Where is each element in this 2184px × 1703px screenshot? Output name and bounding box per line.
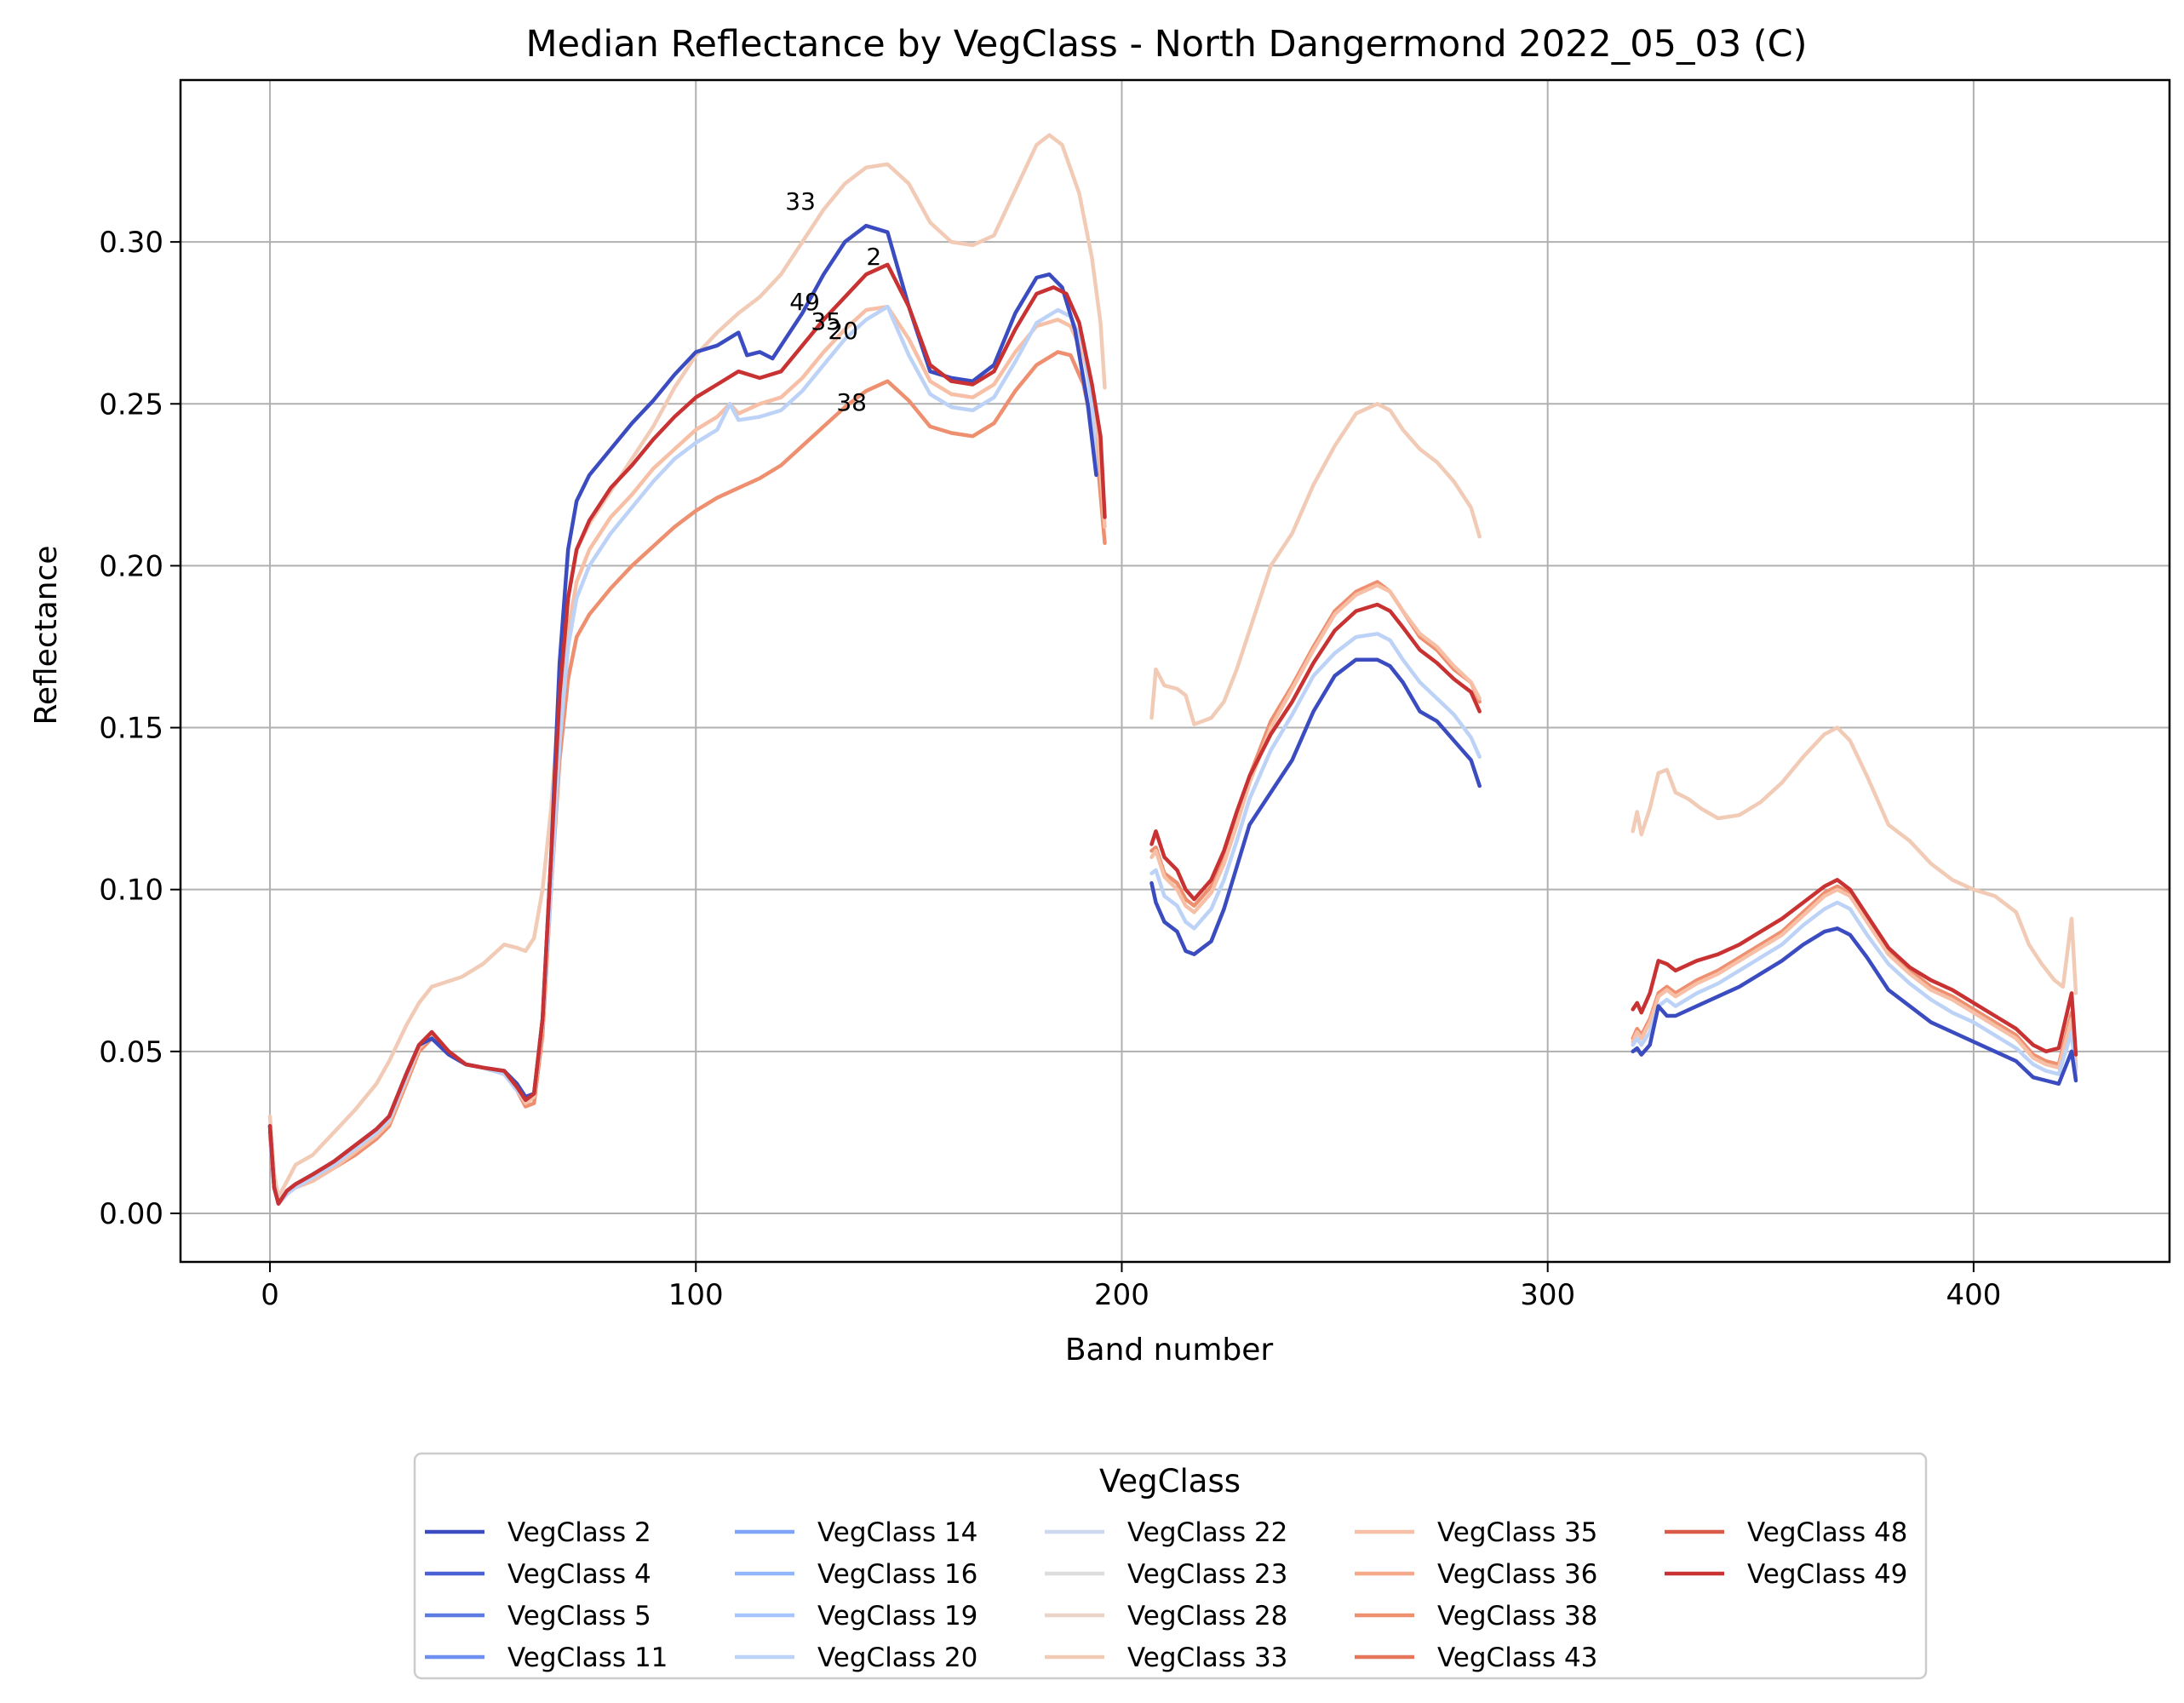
vegclass-2-line [1631, 926, 2078, 1087]
y-tick-label: 0.25 [99, 387, 163, 421]
chart-title: Median Reflectance by VegClass - North D… [526, 23, 1808, 66]
legend-entry-label: VegClass 19 [817, 1601, 977, 1631]
y-tick-label: 0.20 [99, 549, 163, 583]
legend-entry-label: VegClass 38 [1437, 1601, 1597, 1631]
vegclass-35-line [1631, 887, 2078, 1073]
legend-entry-label: VegClass 36 [1437, 1559, 1597, 1590]
vegclass-38-line [1631, 884, 2078, 1070]
x-tick-label: 0 [261, 1278, 279, 1312]
legend-box [413, 1452, 1928, 1680]
legend-entry-label: VegClass 23 [1127, 1559, 1287, 1590]
line-annotation: 49 [789, 288, 820, 316]
legend-entry-label: VegClass 28 [1127, 1601, 1287, 1631]
grid [181, 80, 2170, 1262]
x-tick-label: 300 [1520, 1278, 1575, 1312]
legend-entry-label: VegClass 16 [817, 1559, 977, 1590]
line-annotation: 35 [811, 307, 841, 335]
legend-entry-label: VegClass 43 [1437, 1643, 1597, 1673]
legend-entry-label: VegClass 22 [1127, 1517, 1287, 1548]
vegclass-38-line [1149, 580, 1482, 908]
vegclass-38-line [267, 350, 1107, 1206]
plot-frame [179, 78, 2171, 1264]
vegclass-2-line [1149, 657, 1482, 956]
vegclass-49-line [267, 262, 1107, 1206]
y-tick-label: 0.00 [99, 1197, 163, 1231]
legend-entry-label: VegClass 48 [1747, 1517, 1907, 1548]
x-tick-label: 100 [668, 1278, 724, 1312]
x-axis-label: Band number [1065, 1333, 1274, 1368]
legend-entries: VegClass 2 VegClass 4 VegClass 5 VegClass 1… [425, 1517, 1907, 1673]
y-axis-label: Reflectance [29, 545, 64, 725]
legend-entry-label: VegClass 14 [817, 1517, 977, 1548]
legend-entry-label: VegClass 2 [507, 1517, 651, 1548]
line-annotation: 20 [828, 317, 858, 345]
legend-title: VegClass [1099, 1463, 1241, 1499]
vegclass-33-line [1149, 402, 1482, 726]
x-tick-label: 400 [1946, 1278, 2001, 1312]
y-tick-label: 0.05 [99, 1035, 163, 1069]
vegclass-20-line [1149, 632, 1482, 931]
legend-entry-label: VegClass 20 [817, 1643, 977, 1673]
legend-entry-label: VegClass 5 [507, 1601, 651, 1631]
vegclass-35-line [1149, 582, 1482, 915]
vegclass-20-line [267, 304, 1098, 1206]
line-annotation: 2 [866, 243, 881, 271]
axis-ticks: 0 100 200 300 400 0.00 0.05 0.10 0.15 0.20 0.25 0.3… [99, 226, 2001, 1312]
y-tick-label: 0.30 [99, 226, 163, 260]
legend-entry-label: VegClass 49 [1747, 1559, 1907, 1590]
y-tick-label: 0.10 [99, 874, 163, 908]
vegclass-49-line [1149, 602, 1482, 902]
line-annotation: 33 [785, 187, 816, 215]
x-tick-label: 200 [1094, 1278, 1149, 1312]
vegclass-33-line [1631, 725, 2078, 995]
vegclass-33-line [267, 133, 1107, 1200]
vegclass-20-line [1631, 900, 2078, 1080]
vegclass-49-line [1631, 878, 2078, 1057]
legend-entry-label: VegClass 11 [507, 1643, 668, 1673]
line-annotation: 38 [836, 388, 867, 416]
series-lines [267, 133, 2078, 1206]
legend-entry-label: VegClass 35 [1437, 1517, 1597, 1548]
y-tick-label: 0.15 [99, 712, 163, 746]
legend-entry-label: VegClass 4 [507, 1559, 651, 1590]
vegclass-35-line [267, 304, 1107, 1206]
legend-entry-label: VegClass 33 [1127, 1643, 1287, 1673]
